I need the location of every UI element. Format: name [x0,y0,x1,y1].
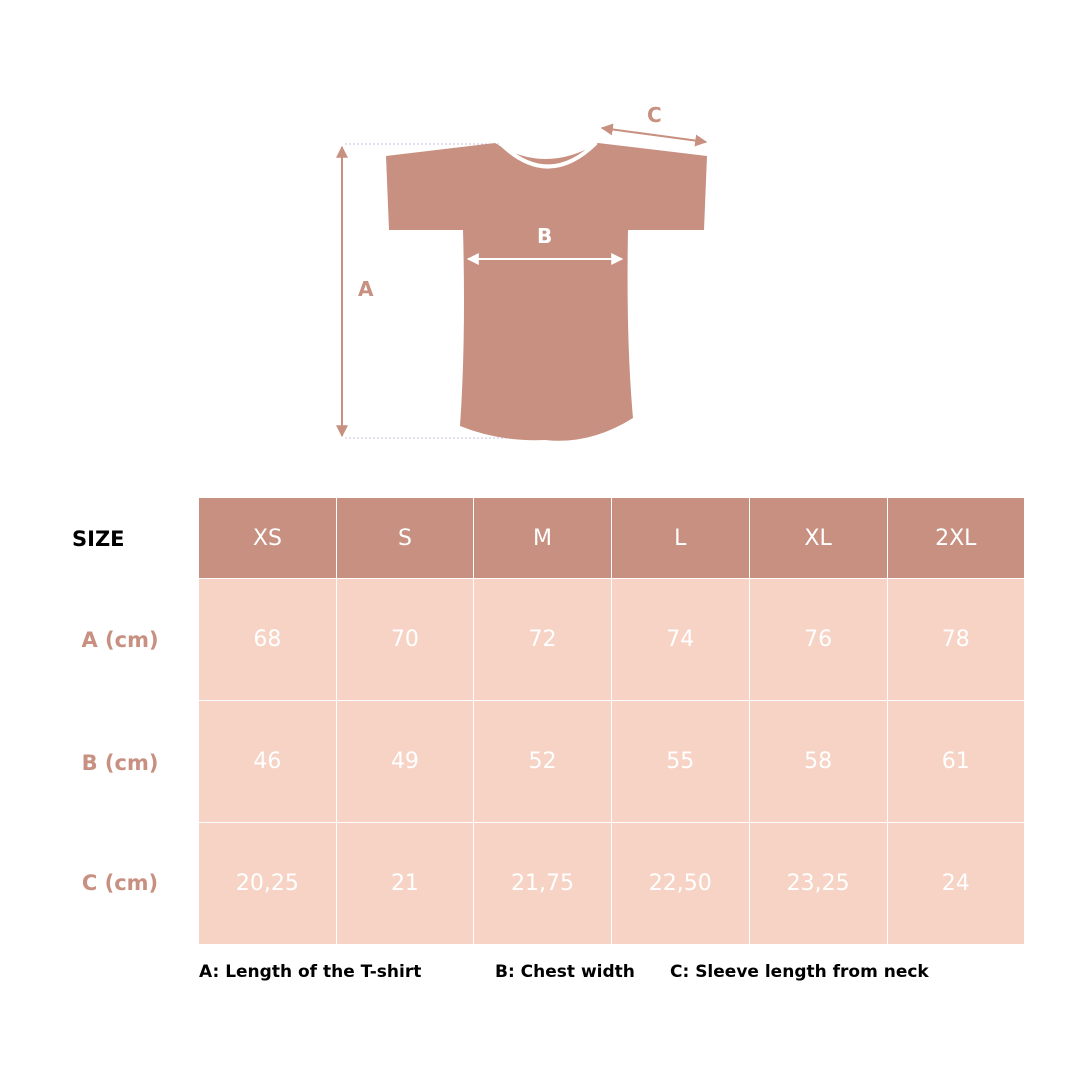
table-row: 20,25 21 21,75 22,50 23,25 24 [198,822,1025,945]
tshirt-diagram: A B C [336,103,708,441]
size-header: S [335,498,475,579]
cell: 22,50 [610,822,750,945]
tshirt-shape [386,143,707,441]
legend-a: A: Length of the T-shirt [199,962,422,982]
size-table: XS S M L XL 2XL 68 70 72 74 76 78 46 49 … [198,498,1025,945]
label-c: C [647,103,662,127]
cell: 49 [335,700,475,823]
cell: 52 [473,700,612,823]
cell: 55 [610,700,750,823]
table-row: 46 49 52 55 58 61 [198,700,1025,823]
cell: 23,25 [748,822,888,945]
legend-c: C: Sleeve length from neck [670,962,929,982]
cell: 74 [610,578,750,701]
size-header: L [610,498,750,579]
cell: 70 [335,578,475,701]
collar [498,141,598,169]
cell: 46 [198,700,337,823]
row-label-c: C (cm) [81,871,159,895]
cell: 68 [198,578,337,701]
size-header: 2XL [886,498,1025,579]
cell: 20,25 [198,822,337,945]
cell: 21 [335,822,475,945]
table-row: 68 70 72 74 76 78 [198,578,1025,701]
cell: 78 [886,578,1025,701]
size-header: M [473,498,612,579]
label-a: A [358,277,374,301]
size-header: XL [748,498,888,579]
cell: 24 [886,822,1025,945]
label-b: B [537,224,552,248]
cell: 21,75 [473,822,612,945]
size-header: XS [198,498,337,579]
size-label: SIZE [72,527,125,551]
cell: 61 [886,700,1025,823]
cell: 76 [748,578,888,701]
cell: 72 [473,578,612,701]
row-label-b: B (cm) [81,751,159,775]
cell: 58 [748,700,888,823]
row-label-a: A (cm) [81,628,159,652]
arrow-c [600,123,708,147]
legend-b: B: Chest width [495,962,635,982]
header-row: XS S M L XL 2XL [198,498,1025,579]
